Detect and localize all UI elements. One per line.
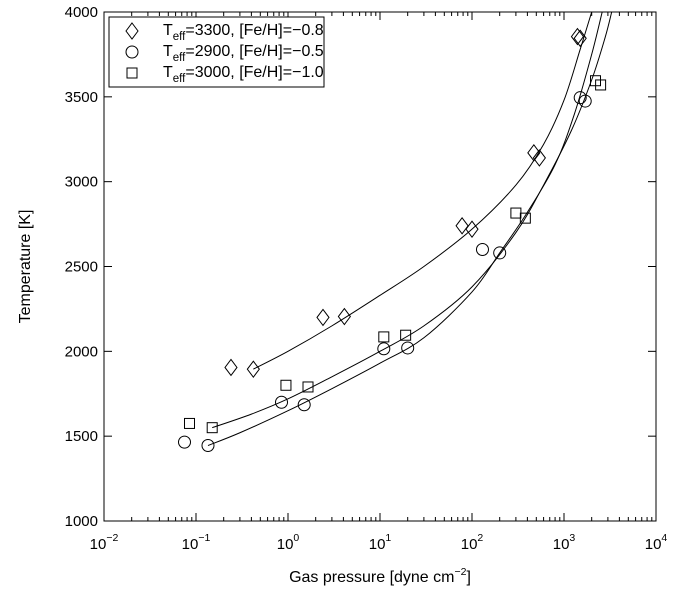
data-point-diamond <box>527 143 541 162</box>
data-point-square <box>400 329 412 341</box>
data-point-circle <box>401 341 415 355</box>
data-point-diamond <box>570 27 585 46</box>
y-tick-label: 4000 <box>65 4 98 21</box>
axes: 10−2 10−1 100 101 102 103 104 1000 1500 2000 2500 3… <box>17 4 667 586</box>
data-point-circle <box>475 243 489 257</box>
data-point-square <box>184 417 196 429</box>
data-point-square <box>595 79 607 91</box>
data-point-diamond <box>465 220 479 239</box>
data-point-square <box>206 422 218 434</box>
legend-box <box>108 16 325 88</box>
data-point-circle <box>297 398 311 412</box>
data-point-circle <box>377 342 391 356</box>
data-point-diamond <box>573 29 587 48</box>
data-point-diamond <box>455 216 469 235</box>
x-tick-label: 102 <box>461 532 484 553</box>
legend-marker-diamond <box>125 22 139 40</box>
legend-entry: Teff=3000, [Fe/H]=−1.0 <box>163 64 324 85</box>
data-point-square <box>302 381 314 393</box>
y-tick-label: 2000 <box>65 343 98 360</box>
x-tick-label: 101 <box>369 532 392 553</box>
fit-curve-square <box>212 12 613 429</box>
data-point-diamond <box>532 149 547 167</box>
x-tick-label: 103 <box>553 532 576 553</box>
data-point-diamond <box>337 307 352 326</box>
plot-area <box>178 12 613 452</box>
series-circle <box>178 12 603 452</box>
data-point-diamond <box>316 308 330 327</box>
legend-marker-square <box>126 67 138 79</box>
data-point-square <box>510 207 522 219</box>
data-point-square <box>280 379 292 391</box>
legend-marker-circle <box>125 45 139 59</box>
y-axis-title: Temperature [K] <box>17 210 34 324</box>
legend-entry: Teff=2900, [Fe/H]=−0.5 <box>163 43 324 64</box>
data-point-circle <box>178 435 192 449</box>
data-point-circle <box>493 246 507 260</box>
x-tick-label: 104 <box>645 532 668 553</box>
data-point-square <box>519 212 531 224</box>
series-square <box>184 12 613 434</box>
y-tick-label: 3000 <box>65 174 98 191</box>
y-tick-label: 1500 <box>65 428 98 445</box>
x-axis-title: Gas pressure [dyne cm−2] <box>289 566 471 586</box>
x-tick-label: 100 <box>277 532 300 553</box>
data-point-diamond <box>246 360 260 378</box>
plot-frame <box>103 11 657 522</box>
data-point-circle <box>578 94 592 108</box>
legend-entry: Teff=3300, [Fe/H]=−0.8 <box>163 22 324 43</box>
x-tick-label: 10−2 <box>90 532 119 553</box>
y-tick-label: 2500 <box>65 259 98 276</box>
data-point-circle <box>275 395 289 409</box>
series-diamond <box>224 12 593 378</box>
data-point-square <box>378 331 390 343</box>
x-tick-label: 10−1 <box>182 532 211 553</box>
y-tick-label: 3500 <box>65 89 98 106</box>
data-point-diamond <box>224 358 238 377</box>
data-point-circle <box>201 438 215 452</box>
y-tick-label: 1000 <box>65 513 98 530</box>
fit-curve-circle <box>207 12 603 446</box>
fit-curve-diamond <box>253 12 593 370</box>
